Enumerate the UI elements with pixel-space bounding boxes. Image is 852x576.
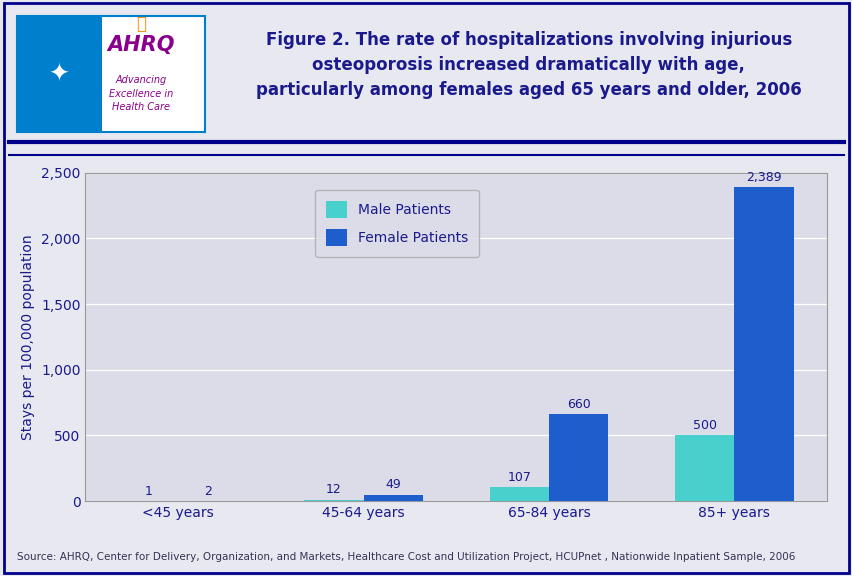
Bar [734,187,792,501]
Text: 1: 1 [145,485,153,498]
Bar [549,415,607,501]
Text: 2,389: 2,389 [746,171,781,184]
Text: Figure 2. The rate of hospitalizations involving injurious
osteoporosis increase: Figure 2. The rate of hospitalizations i… [256,31,801,98]
Text: ⌢: ⌢ [135,15,146,33]
Bar [17,16,102,132]
Text: 660: 660 [566,398,590,411]
Bar [304,499,363,501]
Text: 49: 49 [385,479,400,491]
Text: Source: AHRQ, Center for Delivery, Organization, and Markets, Healthcare Cost an: Source: AHRQ, Center for Delivery, Organ… [17,552,795,562]
Text: 107: 107 [507,471,531,484]
Text: ✦: ✦ [49,62,70,86]
Bar [363,495,423,501]
Bar [674,435,734,501]
Text: 500: 500 [692,419,716,432]
Y-axis label: Stays per 100,000 population: Stays per 100,000 population [21,234,35,439]
FancyBboxPatch shape [17,16,204,132]
Text: AHRQ: AHRQ [106,35,175,55]
Bar [489,487,549,501]
Text: Advancing
Excellence in
Health Care: Advancing Excellence in Health Care [108,75,173,112]
Text: 2: 2 [204,484,211,498]
Text: 12: 12 [325,483,342,497]
Legend: Male Patients, Female Patients: Male Patients, Female Patients [314,190,479,257]
